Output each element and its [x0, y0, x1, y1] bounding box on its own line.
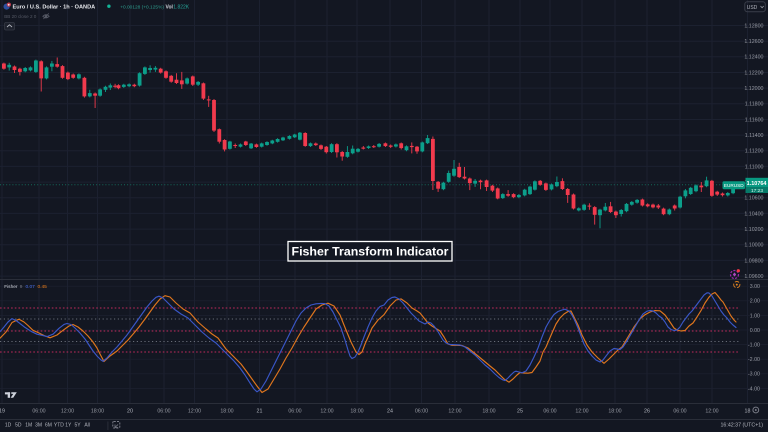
svg-text:18:00: 18:00 — [220, 409, 233, 415]
svg-text:12:00: 12:00 — [448, 409, 461, 415]
svg-text:17:23: 17:23 — [751, 188, 763, 194]
svg-text:1.10764: 1.10764 — [747, 181, 768, 187]
svg-text:-2.00: -2.00 — [748, 357, 760, 363]
svg-text:16:42:37 (UTC+1): 16:42:37 (UTC+1) — [720, 423, 763, 429]
svg-text:-3.00: -3.00 — [748, 372, 760, 378]
svg-text:06:00: 06:00 — [288, 409, 301, 415]
svg-text:25: 25 — [517, 409, 523, 415]
svg-text:12:00: 12:00 — [320, 409, 333, 415]
svg-text:1.10600: 1.10600 — [744, 196, 763, 202]
svg-text:2.00: 2.00 — [750, 299, 760, 305]
svg-text:3M: 3M — [35, 422, 42, 428]
svg-text:Fisher: Fisher — [4, 284, 18, 290]
svg-text:20: 20 — [127, 409, 133, 415]
svg-text:USD: USD — [747, 5, 758, 11]
svg-text:06:00: 06:00 — [673, 409, 686, 415]
svg-text:1.12200: 1.12200 — [744, 70, 763, 76]
svg-text:06:00: 06:00 — [32, 409, 45, 415]
svg-text:19: 19 — [0, 409, 5, 415]
svg-text:1.12800: 1.12800 — [744, 23, 763, 29]
svg-text:1.12600: 1.12600 — [744, 39, 763, 45]
svg-text:1.12000: 1.12000 — [744, 86, 763, 92]
svg-text:-4.00: -4.00 — [748, 386, 760, 392]
svg-text:12:00: 12:00 — [61, 409, 74, 415]
svg-text:1.11200: 1.11200 — [745, 149, 764, 155]
svg-text:24: 24 — [387, 409, 393, 415]
svg-text:0.07: 0.07 — [26, 284, 36, 290]
svg-text:1D: 1D — [5, 422, 12, 428]
svg-text:1.10200: 1.10200 — [744, 227, 763, 233]
svg-text:06:00: 06:00 — [415, 409, 428, 415]
svg-text:Vol: Vol — [166, 4, 174, 10]
svg-text:Fisher Transform Indicator: Fisher Transform Indicator — [292, 245, 449, 259]
svg-text:1.09600: 1.09600 — [744, 274, 763, 280]
svg-text:1.822K: 1.822K — [173, 4, 190, 10]
svg-text:3.00: 3.00 — [750, 284, 760, 290]
svg-text:12:00: 12:00 — [575, 409, 588, 415]
svg-text:1.10400: 1.10400 — [744, 211, 763, 217]
svg-text:-1.00: -1.00 — [748, 343, 760, 349]
svg-text:1.11400: 1.11400 — [745, 133, 764, 139]
svg-text:YTD: YTD — [54, 422, 64, 428]
svg-text:All: All — [84, 422, 90, 428]
svg-text:1.12400: 1.12400 — [744, 55, 763, 61]
svg-text:18:00: 18:00 — [482, 409, 495, 415]
svg-text:12:00: 12:00 — [705, 409, 718, 415]
svg-text:1.11000: 1.11000 — [745, 164, 764, 170]
svg-text:EURUSD: EURUSD — [724, 183, 744, 188]
svg-text:1.09800: 1.09800 — [744, 258, 763, 264]
svg-text:1.00: 1.00 — [750, 313, 760, 319]
svg-text:0.00: 0.00 — [750, 328, 760, 334]
svg-text:1M: 1M — [25, 422, 32, 428]
svg-text:0.45: 0.45 — [38, 284, 48, 290]
svg-text:06:00: 06:00 — [543, 409, 556, 415]
svg-text:+0.00128 (+0.125%): +0.00128 (+0.125%) — [120, 4, 164, 10]
svg-text:18:00: 18:00 — [608, 409, 621, 415]
svg-text:18:00: 18:00 — [91, 409, 104, 415]
svg-text:1Y: 1Y — [65, 422, 72, 428]
svg-text:21: 21 — [257, 409, 263, 415]
svg-text:26: 26 — [644, 409, 650, 415]
svg-text:18:00: 18:00 — [350, 409, 363, 415]
svg-text:1.10000: 1.10000 — [744, 243, 763, 249]
svg-text:12:00: 12:00 — [188, 409, 201, 415]
svg-text:18: 18 — [745, 409, 751, 415]
svg-text:5Y: 5Y — [74, 422, 81, 428]
svg-text:5D: 5D — [15, 422, 22, 428]
svg-text:BB 20 close 2 0: BB 20 close 2 0 — [4, 14, 37, 19]
svg-text:6M: 6M — [45, 422, 52, 428]
svg-text:Euro / U.S. Dollar · 1h · OAND: Euro / U.S. Dollar · 1h · OANDA — [13, 5, 96, 11]
svg-text:1.11800: 1.11800 — [745, 102, 764, 108]
svg-text:1.11600: 1.11600 — [745, 117, 764, 123]
svg-text:9: 9 — [20, 284, 23, 290]
svg-text:06:00: 06:00 — [157, 409, 170, 415]
